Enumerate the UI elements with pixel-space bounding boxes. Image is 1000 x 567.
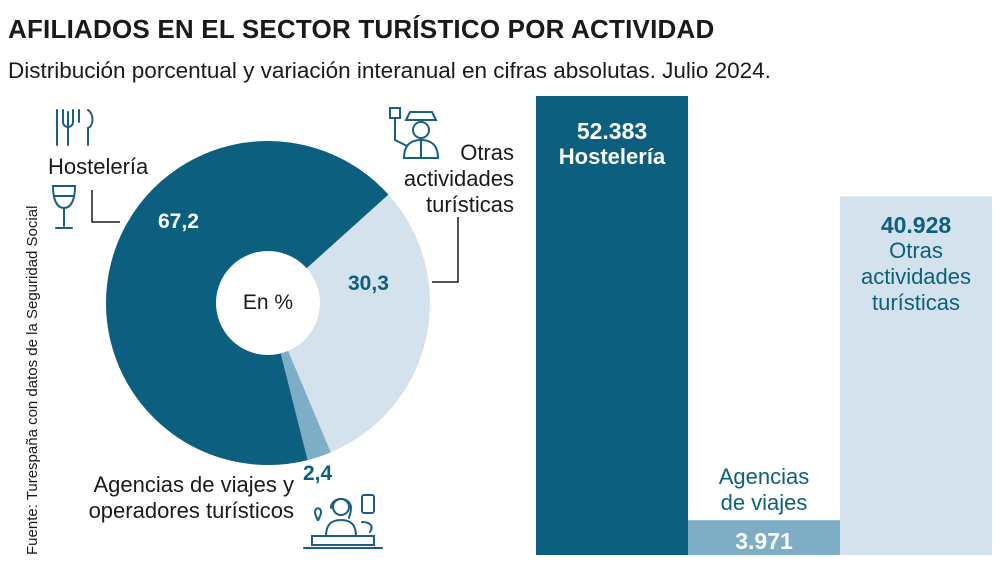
chart-subtitle: Distribución porcentual y variación inte… [8,58,771,83]
bar-value-otras: 40.928 [880,212,952,238]
bar-category-otras: Otras actividades turísticas [860,238,972,315]
bar-category-hosteleria: Hostelería [558,144,666,169]
bar-0 [536,96,688,555]
bar-value-hosteleria: 52.383 [576,118,648,144]
slice-value-agencias: 2,4 [303,462,333,485]
donut-hole [216,251,320,355]
leader-line-hosteleria [91,190,120,223]
slice-label-otras: Otras actividades turísticas [403,140,514,217]
bar-label-hosteleria: 52.383 Hostelería [536,118,688,170]
bar-label-otras: 40.928 Otras actividades turísticas [840,212,992,316]
tourist-guide-icon [389,107,440,159]
cutlery-icon [56,109,94,146]
slice-label-hosteleria: Hostelería [48,154,149,179]
bars [536,96,992,556]
leader-line-otras [432,217,459,283]
chart-title: AFILIADOS EN EL SECTOR TURÍSTICO POR ACT… [8,14,715,44]
bar-value-agencias: 3.971 [735,528,793,554]
slice-value-hosteleria: 67,2 [158,210,199,233]
donut-center-label: En % [242,291,294,314]
bar-category-agencias: Agencias de viajes [718,464,810,515]
bar-1 [688,520,840,555]
slice-label-agencias: Agencias de viajes y operadores turístic… [88,472,294,523]
donut-slice-1 [268,194,431,453]
travel-agent-desk-icon [303,494,383,549]
slice-value-otras: 30,3 [348,272,389,295]
wine-glass-icon [51,185,77,229]
bar-2 [840,196,992,556]
